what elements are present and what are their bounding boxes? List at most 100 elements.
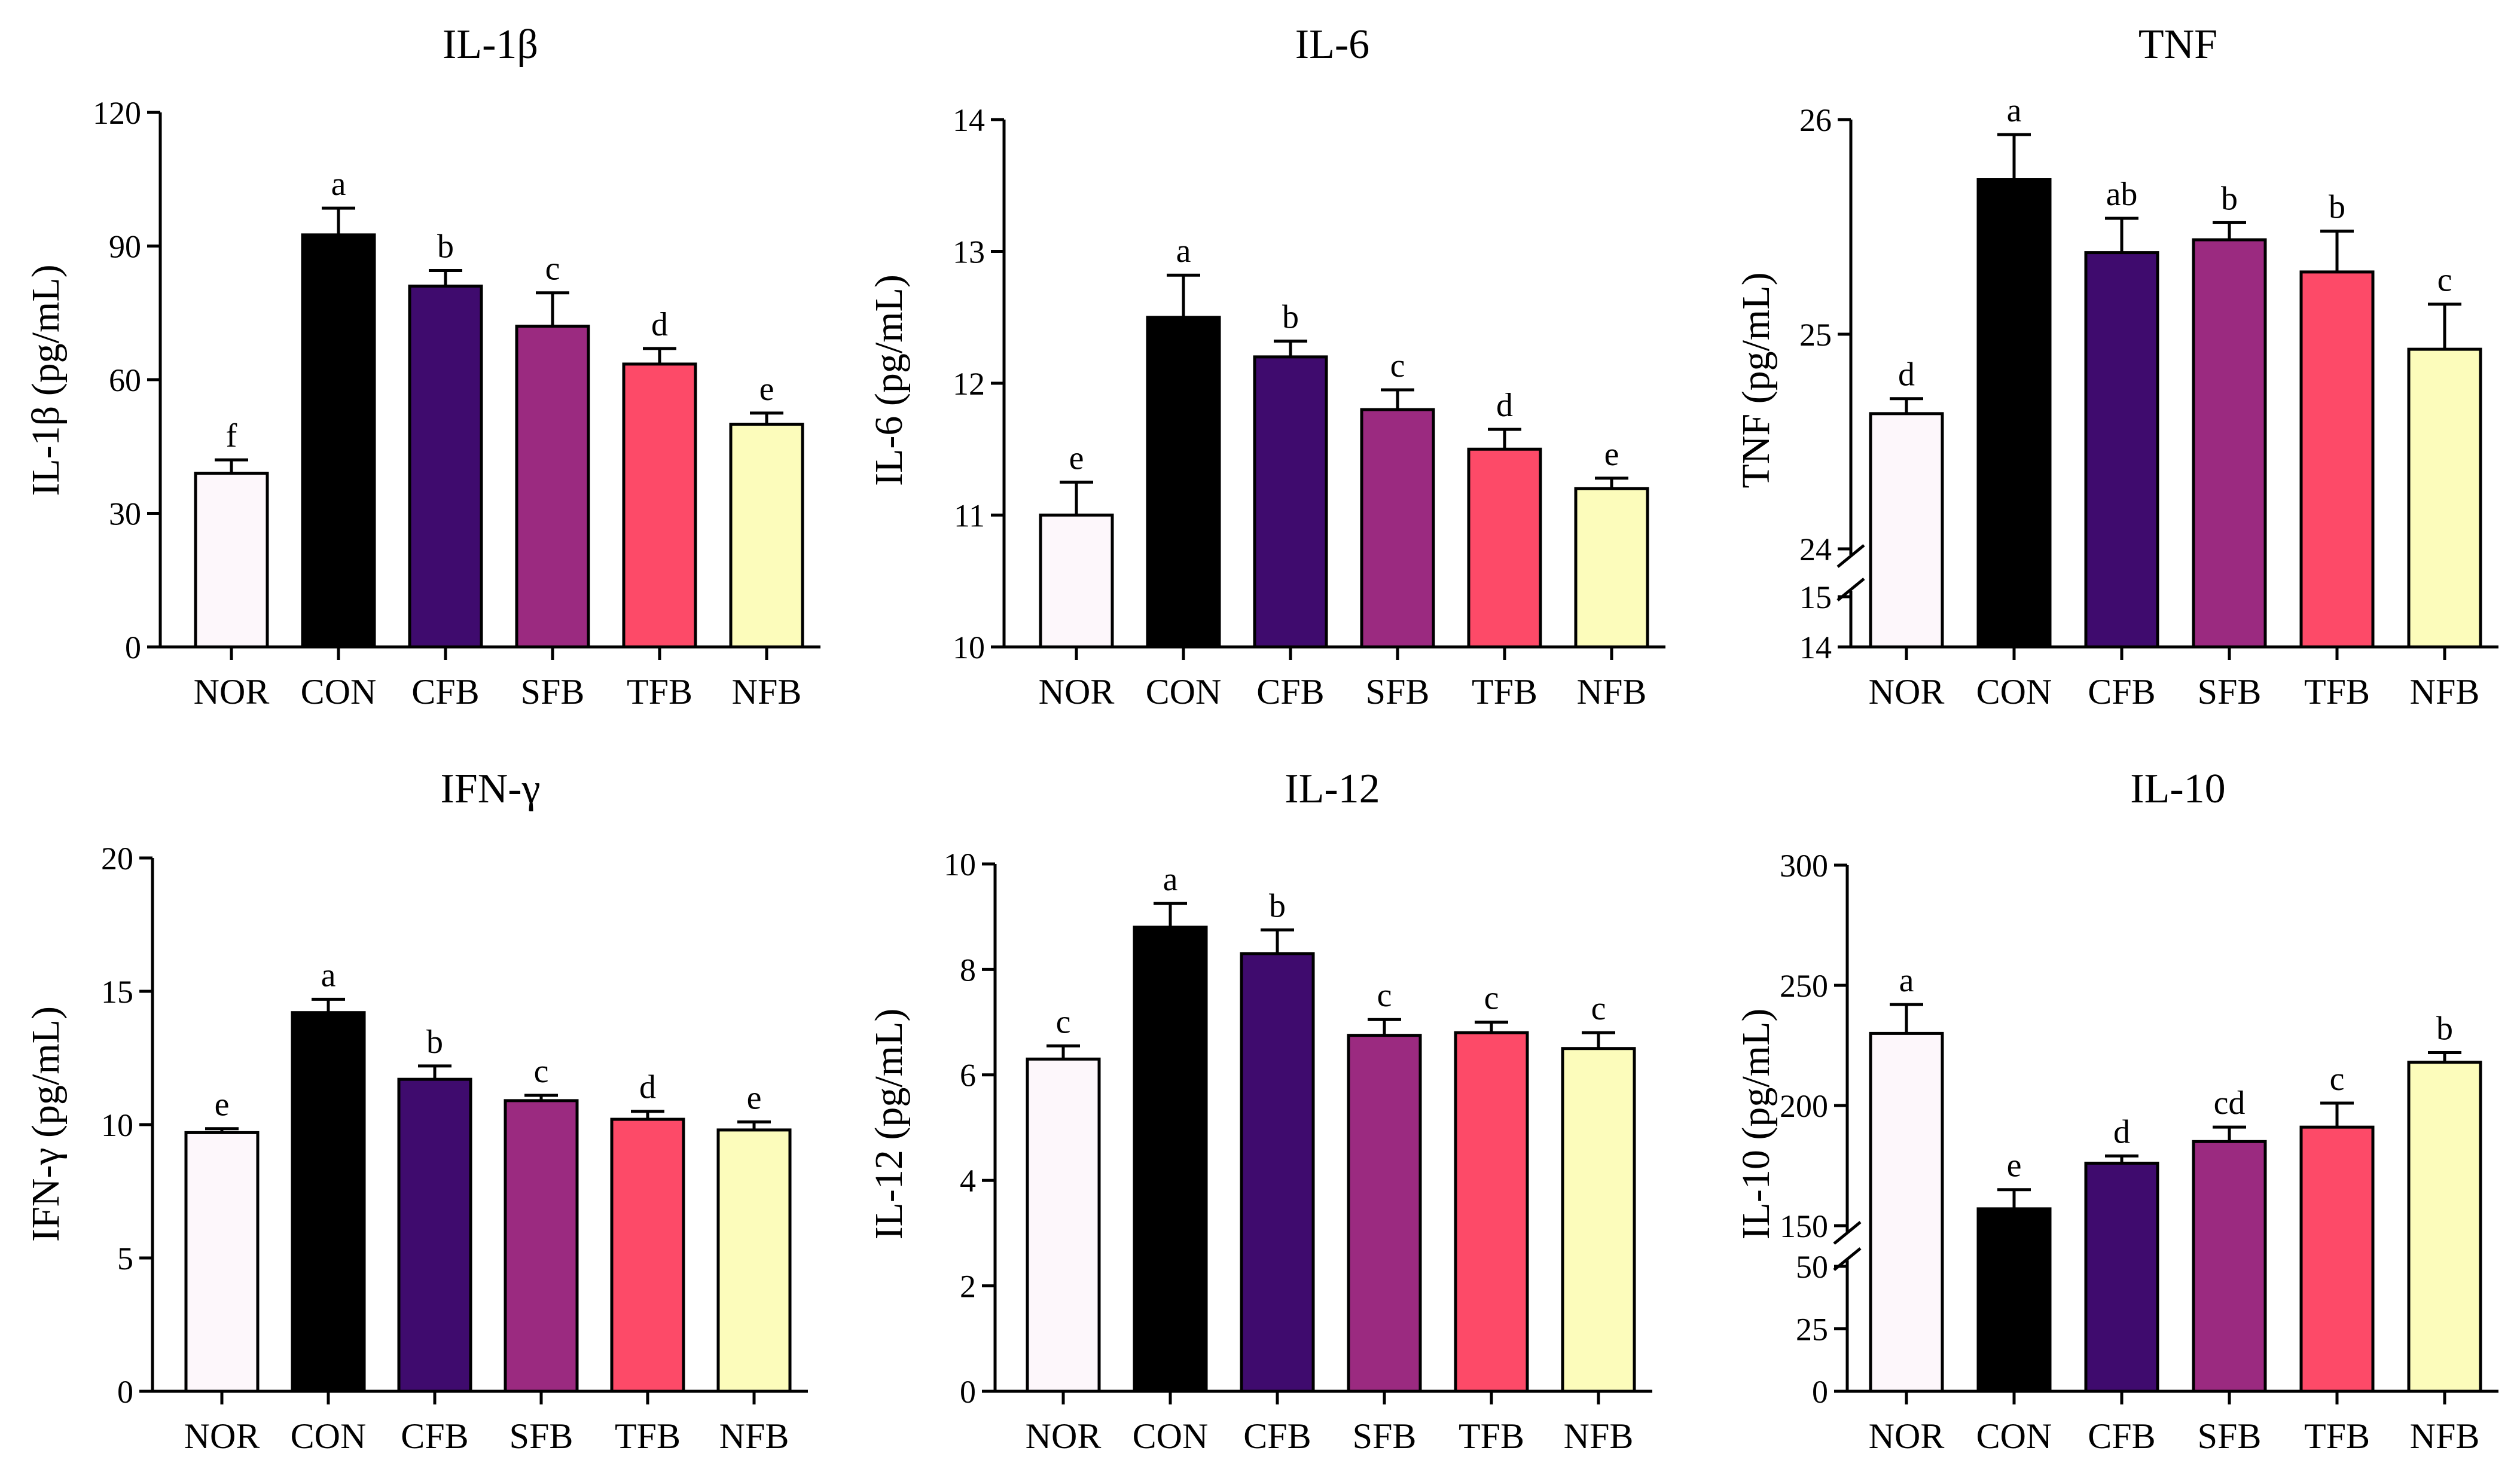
bar-con bbox=[1146, 316, 1221, 649]
x-tick-label: SFB bbox=[510, 1416, 573, 1456]
chart-panel-2: IL-6 IL-6 (pg/mL) 10 11 12 13 14 NOR e CON a CFB b SF… bbox=[867, 22, 1665, 711]
significance-label: b bbox=[1269, 887, 1286, 924]
significance-label: a bbox=[1176, 233, 1191, 270]
bar-nfb bbox=[2407, 347, 2482, 649]
y-tick-label: 24 bbox=[1799, 532, 1832, 567]
chart-panel-5: IL-12 IL-12 (pg/mL) 0 2 4 6 8 10 NOR c CON a CFB b SFB… bbox=[867, 766, 1652, 1456]
x-tick-label: CFB bbox=[411, 672, 479, 711]
significance-label: b bbox=[1282, 298, 1299, 335]
y-tick-label: 14 bbox=[953, 102, 985, 138]
bar-nfb bbox=[1561, 1047, 1636, 1393]
significance-label: c bbox=[1484, 980, 1499, 1017]
significance-label: c bbox=[2437, 262, 2452, 299]
bar-sfb bbox=[515, 325, 590, 649]
bar-cfb bbox=[1240, 952, 1315, 1393]
bar-tfb bbox=[1454, 1031, 1529, 1393]
y-tick-label: 13 bbox=[953, 234, 985, 270]
bar-sfb bbox=[2192, 238, 2267, 649]
x-tick-label: TFB bbox=[2304, 672, 2370, 711]
chart-panel-6: IL-10 IL-10 (pg/mL) 0 25 50 150 200 250 300 NOR a C… bbox=[1734, 766, 2498, 1456]
y-tick-label: 15 bbox=[101, 974, 133, 1010]
x-tick-label: NFB bbox=[2410, 1416, 2480, 1456]
bar-con bbox=[301, 233, 376, 649]
bar-nfb bbox=[716, 1128, 792, 1393]
x-tick-label: NOR bbox=[1869, 672, 1945, 711]
x-tick-label: CFB bbox=[2088, 1416, 2155, 1456]
y-tick-label: 0 bbox=[117, 1374, 133, 1410]
significance-label: e bbox=[2007, 1147, 2022, 1184]
bar-nfb bbox=[729, 423, 804, 649]
chart-title: IL-6 bbox=[1295, 22, 1369, 68]
x-tick-label: SFB bbox=[2198, 672, 2262, 711]
x-tick-label: NFB bbox=[1564, 1416, 1634, 1456]
y-axis-title: TNF (pg/mL) bbox=[1734, 272, 1778, 488]
bar-cfb bbox=[408, 285, 483, 649]
x-tick-label: CFB bbox=[401, 1416, 468, 1456]
y-tick-label: 30 bbox=[109, 496, 141, 532]
significance-label: e bbox=[1604, 436, 1619, 473]
bar-tfb bbox=[1467, 447, 1542, 649]
y-tick-label: 0 bbox=[1812, 1374, 1828, 1410]
significance-label: c bbox=[2330, 1061, 2345, 1098]
significance-label: d bbox=[639, 1069, 656, 1106]
y-tick-label: 0 bbox=[960, 1374, 976, 1410]
significance-label: d bbox=[1496, 387, 1513, 424]
y-tick-label: 12 bbox=[953, 366, 985, 402]
significance-label: b bbox=[2436, 1010, 2453, 1048]
bar-tfb bbox=[2299, 1125, 2375, 1393]
bar-tfb bbox=[622, 362, 697, 649]
bar-nfb bbox=[2407, 1061, 2482, 1393]
bar-con bbox=[291, 1011, 366, 1393]
bar-sfb bbox=[2192, 1140, 2267, 1393]
x-tick-label: NFB bbox=[1577, 672, 1647, 711]
bar-tfb bbox=[2299, 270, 2375, 649]
significance-label: c bbox=[545, 251, 560, 288]
significance-label: b bbox=[2329, 189, 2345, 226]
y-tick-label: 60 bbox=[109, 362, 141, 398]
chart-title: TNF bbox=[2138, 22, 2217, 68]
significance-label: e bbox=[1069, 439, 1084, 477]
bar-nor bbox=[194, 471, 269, 649]
significance-label: a bbox=[1899, 962, 1914, 999]
chart-title: IL-1β bbox=[443, 22, 538, 68]
bar-tfb bbox=[610, 1117, 685, 1393]
bar-con bbox=[1976, 178, 2052, 649]
significance-label: b bbox=[426, 1024, 443, 1061]
y-tick-label: 20 bbox=[101, 841, 133, 877]
y-tick-label: 0 bbox=[125, 630, 141, 665]
significance-label: d bbox=[2113, 1113, 2130, 1150]
significance-label: e bbox=[747, 1080, 762, 1117]
y-tick-label: 15 bbox=[1799, 579, 1832, 615]
y-axis-title: IL-6 (pg/mL) bbox=[867, 274, 911, 486]
y-axis-title: IL-10 (pg/mL) bbox=[1734, 1009, 1778, 1240]
significance-label: f bbox=[226, 417, 237, 454]
y-tick-label: 26 bbox=[1799, 102, 1832, 138]
significance-label: a bbox=[2007, 92, 2022, 129]
y-tick-label: 2 bbox=[960, 1269, 976, 1305]
significance-label: e bbox=[215, 1086, 230, 1123]
significance-label: c bbox=[1056, 1003, 1071, 1040]
y-tick-label: 250 bbox=[1780, 968, 1828, 1004]
y-tick-label: 8 bbox=[960, 952, 976, 988]
significance-label: d bbox=[1898, 356, 1915, 393]
y-tick-label: 10 bbox=[953, 630, 985, 665]
bar-nor bbox=[1026, 1057, 1101, 1393]
x-tick-label: NFB bbox=[2410, 672, 2480, 711]
significance-label: a bbox=[1163, 861, 1178, 898]
y-axis-title: IL-1β (pg/mL) bbox=[24, 264, 68, 496]
y-tick-label: 10 bbox=[101, 1107, 133, 1143]
x-tick-label: TFB bbox=[615, 1416, 681, 1456]
y-axis-title: IL-12 (pg/mL) bbox=[867, 1009, 911, 1240]
x-tick-label: TFB bbox=[2304, 1416, 2370, 1456]
x-tick-label: CFB bbox=[1243, 1416, 1311, 1456]
x-tick-label: SFB bbox=[1353, 1416, 1417, 1456]
y-tick-label: 90 bbox=[109, 228, 141, 264]
y-tick-label: 25 bbox=[1796, 1311, 1828, 1347]
x-tick-label: CON bbox=[291, 1416, 367, 1456]
x-tick-label: CON bbox=[1133, 1416, 1209, 1456]
chart-panel-1: IL-1β IL-1β (pg/mL) 0 30 60 90 120 NOR f CON a CFB b… bbox=[24, 22, 820, 711]
y-tick-label: 25 bbox=[1799, 317, 1832, 353]
axis-break-mark bbox=[1836, 544, 1865, 568]
bar-cfb bbox=[1253, 355, 1328, 649]
